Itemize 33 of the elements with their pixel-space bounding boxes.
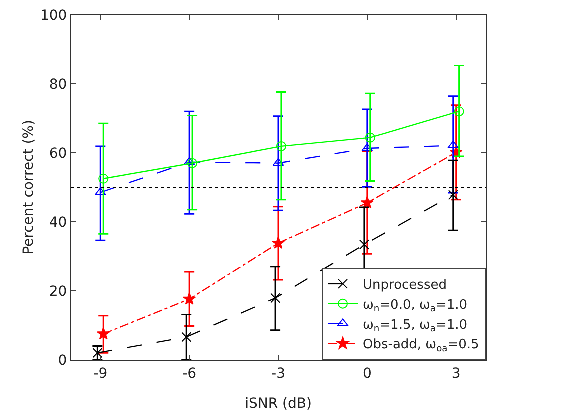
point — [182, 332, 192, 342]
point — [454, 106, 464, 117]
legend-label: Unprocessed — [363, 278, 447, 294]
x-tick-label: 3 — [452, 366, 461, 382]
y-tick-label: 80 — [49, 76, 68, 93]
y-tick-label: 60 — [49, 146, 68, 162]
point — [188, 158, 198, 168]
legend-label: ω$_{n}$=1.5, ω$_{a}$=1.0 — [363, 318, 468, 335]
point — [359, 240, 370, 250]
legend-label: Obs-add, ω$_{oa}$=0.5 — [363, 338, 480, 354]
y-tick-label: 20 — [49, 284, 68, 300]
point — [448, 140, 460, 149]
point — [276, 141, 286, 152]
x-tick-label: -9 — [94, 366, 108, 382]
y-tick-label: 40 — [49, 214, 68, 231]
y-axis-title: Percent correct (%) — [21, 120, 37, 255]
legend-label: ω$_{n}$=0.0, ω$_{a}$=1.0 — [363, 298, 468, 315]
point — [272, 158, 284, 166]
x-tick-label: -3 — [272, 366, 286, 382]
point — [270, 293, 281, 304]
y-tick-label: 100 — [40, 8, 68, 24]
point — [98, 174, 109, 184]
point — [184, 157, 196, 166]
x-tick-label: 0 — [362, 366, 372, 382]
point — [183, 292, 196, 305]
point — [360, 196, 374, 209]
point — [272, 236, 285, 249]
x-axis-title: iSNR (dB) — [245, 396, 312, 412]
point — [448, 190, 458, 200]
point — [365, 132, 376, 143]
y-tick-label: 0 — [58, 352, 68, 369]
point — [97, 327, 110, 340]
x-tick-label: -6 — [182, 366, 197, 382]
